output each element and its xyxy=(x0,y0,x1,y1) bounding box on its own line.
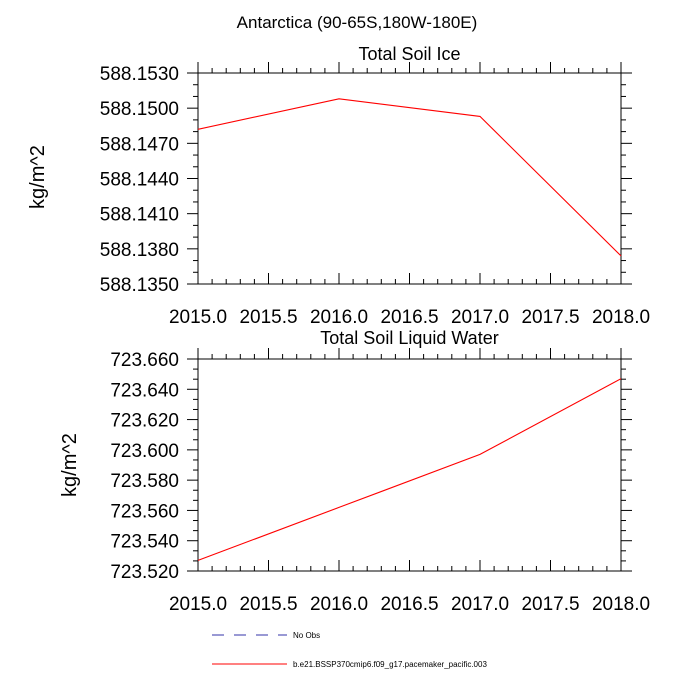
panel-title: Total Soil Liquid Water xyxy=(320,328,498,348)
y-tick-label: 588.1440 xyxy=(100,170,179,191)
x-tick-label: 2016.5 xyxy=(380,307,438,328)
legend: No Obs b.e21.BSSP370cmip6.f09_g17.pacema… xyxy=(212,631,487,669)
x-tick-label: 2016.0 xyxy=(310,594,368,615)
legend-entry-no-obs: No Obs xyxy=(212,631,320,640)
x-tick-label: 2017.0 xyxy=(451,594,509,615)
y-tick-label: 588.1530 xyxy=(100,64,179,85)
x-tick-label: 2017.0 xyxy=(451,307,509,328)
x-tick-label: 2018.0 xyxy=(592,307,650,328)
panel-total-soil-ice: Total Soil Ice kg/m^2 2015.0 2015.5 2016.0 20… xyxy=(27,44,650,328)
y-tick-label: 588.1380 xyxy=(100,240,179,261)
y-tick-label: 723.540 xyxy=(110,532,179,553)
x-tick-label: 2016.0 xyxy=(310,307,368,328)
y-tick-label: 723.520 xyxy=(110,562,179,583)
y-tick-label: 723.620 xyxy=(110,411,179,432)
y-axis-label: kg/m^2 xyxy=(59,433,81,497)
legend-entry-model-run: b.e21.BSSP370cmip6.f09_g17.pacemaker_pac… xyxy=(212,660,487,669)
x-tick-label: 2015.0 xyxy=(169,594,227,615)
legend-label-model-run: b.e21.BSSP370cmip6.f09_g17.pacemaker_pac… xyxy=(293,660,487,669)
y-tick-label: 588.1470 xyxy=(100,134,179,155)
y-tick-label: 723.580 xyxy=(110,471,179,492)
y-tick-label: 723.600 xyxy=(110,441,179,462)
plot-frame xyxy=(197,72,622,285)
legend-label-no-obs: No Obs xyxy=(293,631,320,640)
plot-frame xyxy=(197,358,622,572)
x-tick-label: 2017.5 xyxy=(521,594,579,615)
panel-total-soil-liquid-water: Total Soil Liquid Water kg/m^2 2015.0 2015.… xyxy=(59,328,650,615)
panel-title: Total Soil Ice xyxy=(358,44,460,64)
series-line-total-soil-ice xyxy=(197,98,622,257)
y-tick-label: 723.660 xyxy=(110,350,179,371)
y-axis-label: kg/m^2 xyxy=(27,145,49,209)
y-tick-label: 588.1350 xyxy=(100,275,179,296)
series-line-total-soil-liquid-water xyxy=(197,378,622,561)
figure-suptitle: Antarctica (90-65S,180W-180E) xyxy=(237,13,478,32)
y-tick-label: 723.640 xyxy=(110,380,179,401)
y-tick-label: 588.1500 xyxy=(100,99,179,120)
x-tick-label: 2015.5 xyxy=(239,307,297,328)
x-tick-label: 2016.5 xyxy=(380,594,438,615)
x-tick-label: 2018.0 xyxy=(592,594,650,615)
y-tick-label: 723.560 xyxy=(110,501,179,522)
x-tick-label: 2015.0 xyxy=(169,307,227,328)
y-tick-label: 588.1410 xyxy=(100,205,179,226)
x-tick-label: 2017.5 xyxy=(521,307,579,328)
x-tick-label: 2015.5 xyxy=(239,594,297,615)
